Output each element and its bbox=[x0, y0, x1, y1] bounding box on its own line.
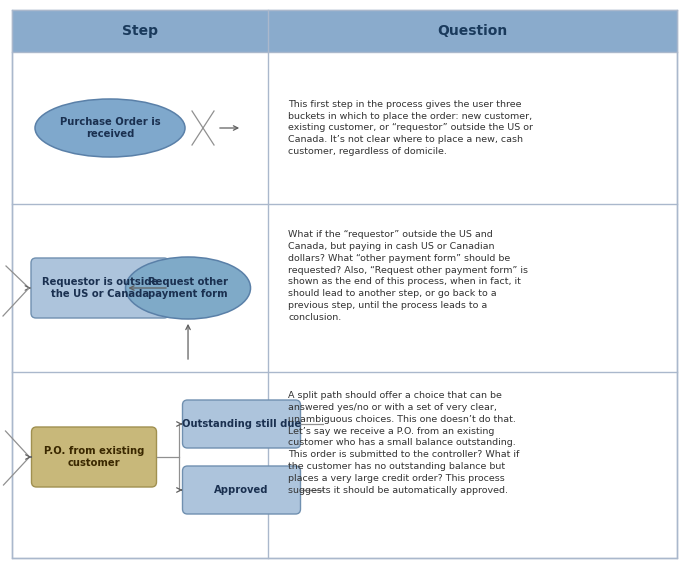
Text: Request other
payment form: Request other payment form bbox=[148, 277, 228, 299]
FancyBboxPatch shape bbox=[183, 466, 300, 514]
Text: Step: Step bbox=[122, 24, 158, 38]
Text: Question: Question bbox=[438, 24, 508, 38]
Bar bbox=[12, 10, 677, 52]
FancyBboxPatch shape bbox=[31, 258, 169, 318]
Ellipse shape bbox=[125, 257, 251, 319]
Text: Outstanding still due: Outstanding still due bbox=[182, 419, 301, 429]
Ellipse shape bbox=[35, 99, 185, 157]
FancyBboxPatch shape bbox=[183, 400, 300, 448]
FancyBboxPatch shape bbox=[32, 427, 156, 487]
Text: What if the “requestor” outside the US and
Canada, but paying in cash US or Cana: What if the “requestor” outside the US a… bbox=[288, 229, 528, 322]
Text: A split path should offer a choice that can be
answered yes/no or with a set of : A split path should offer a choice that … bbox=[288, 391, 520, 495]
Text: Requestor is outside
the US or Canada: Requestor is outside the US or Canada bbox=[42, 277, 158, 299]
Text: Approved: Approved bbox=[214, 485, 269, 495]
Text: Purchase Order is
received: Purchase Order is received bbox=[60, 117, 161, 139]
Text: This first step in the process gives the user three
buckets in which to place th: This first step in the process gives the… bbox=[288, 99, 533, 156]
Text: P.O. from existing
customer: P.O. from existing customer bbox=[44, 446, 144, 468]
